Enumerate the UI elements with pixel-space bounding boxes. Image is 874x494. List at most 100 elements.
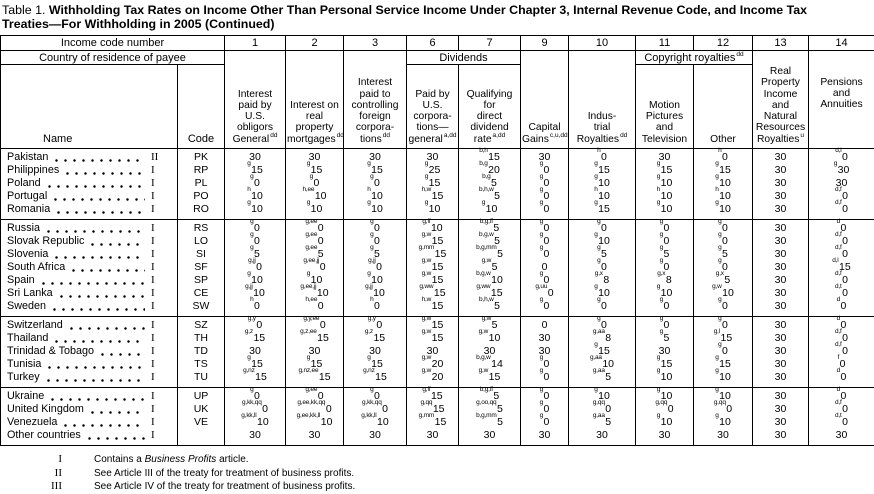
footnote-superscript: g: [250, 386, 253, 393]
copyright-royalties-group-header: Copyright royaltiesdd: [636, 51, 753, 65]
rate-cell: 30: [753, 287, 809, 300]
footnote-superscript: g,jj: [245, 283, 253, 290]
rate-cell: g,w20: [407, 358, 459, 371]
rate-cell: 30: [753, 190, 809, 203]
footnote-superscript: g,z: [365, 328, 373, 335]
footnote-2: II See Article III of the treaty for tre…: [0, 467, 874, 481]
country-code-cell: SW: [178, 300, 225, 317]
rate-cell: g15: [286, 164, 344, 177]
footnote-superscript: g: [594, 173, 597, 180]
rate-cell: 30: [753, 164, 809, 177]
leader-dots: [72, 269, 145, 272]
footnote-superscript: g: [540, 412, 543, 419]
rate-cell: g,ff15: [407, 388, 459, 404]
rate-cell: b,g,w14: [459, 358, 521, 371]
rate-cell: g0: [694, 220, 753, 236]
col-header-interest-general: Interest paid by U.S. obligors Generaldd: [225, 51, 286, 149]
country-name: Turkey: [7, 371, 40, 384]
rate-cell: b,h15: [459, 149, 521, 165]
treaty-roman-numeral: I: [151, 222, 177, 235]
rate-cell: b,h,w5: [459, 190, 521, 203]
rate-cell: g0: [225, 235, 286, 248]
rate-cell: g,ee,kk,ll10: [286, 416, 344, 429]
rate-cell: g0: [694, 317, 753, 333]
footnote-superscript: g: [540, 218, 543, 225]
rate-cell: 30: [753, 177, 809, 190]
footnote-superscript: g,ee,jj: [300, 283, 316, 290]
rate-cell: 30: [809, 429, 874, 446]
footnote-superscript: g,w: [422, 367, 432, 374]
rate-cell: g0: [636, 220, 694, 236]
rate-cell: d,f0: [809, 248, 874, 261]
footnote-superscript: g: [660, 231, 663, 238]
footnote-superscript: d,t: [835, 283, 842, 290]
footnote-superscript: g: [367, 354, 370, 361]
rate-cell: g,x8: [569, 274, 636, 287]
footnote-superscript: h,w: [422, 186, 432, 193]
rate-cell: g10: [694, 371, 753, 388]
treaty-roman-numeral: I: [151, 416, 177, 429]
rate-cell: 30: [521, 332, 569, 345]
col-header-motion-pictures: Motion Pictures and Television: [636, 65, 694, 149]
income-code-number-header: Income code number: [1, 36, 225, 51]
country-name: Other countries: [7, 429, 81, 442]
leader-dots: [48, 185, 145, 188]
col-header-interest-mortgages: Interest on real property mortgagesdd: [286, 51, 344, 149]
rate-cell: g,w15: [407, 332, 459, 345]
country-name: Sweden: [7, 300, 46, 313]
col-number-2: 2: [286, 36, 344, 51]
footnote-superscript: g,w: [479, 328, 489, 335]
country-name: Portugal: [7, 190, 47, 203]
footnote-superscript: g,mm: [419, 412, 434, 419]
rate-cell: 30: [753, 261, 809, 274]
country-code-cell: PL: [178, 177, 225, 190]
rate-cell: 30: [753, 345, 809, 358]
treaty-roman-numeral: I: [151, 300, 177, 313]
footnote-superscript: d: [837, 367, 840, 374]
footnote-superscript: g: [594, 199, 597, 206]
rate-cell: g15: [569, 164, 636, 177]
rate-cell: g,ee,jj0: [286, 261, 344, 274]
footnote-superscript: g: [540, 270, 543, 277]
footnote-superscript: d: [837, 296, 840, 303]
footnote-superscript: g: [718, 231, 721, 238]
leader-dots: [54, 198, 145, 201]
footnote-superscript: g: [660, 315, 663, 322]
col-number-1: 1: [225, 36, 286, 51]
rate-cell: 30: [636, 149, 694, 165]
rate-cell: 30: [344, 345, 407, 358]
rate-cell: h,w15: [407, 190, 459, 203]
leader-dots: [60, 295, 145, 298]
rate-cell: g15: [636, 164, 694, 177]
footnote-superscript: h: [250, 296, 253, 303]
rate-cell: h0: [569, 149, 636, 165]
footnote-superscript: g: [657, 173, 660, 180]
footnote-superscript: b,g,w: [476, 270, 491, 277]
rate-cell: 30: [407, 429, 459, 446]
footnote-superscript: g: [540, 244, 543, 251]
rate-cell: g15: [636, 358, 694, 371]
rate-cell: 30: [521, 429, 569, 446]
footnote-superscript: g: [540, 231, 543, 238]
footnote-superscript: g,y: [248, 315, 256, 322]
rate-cell: h10: [636, 190, 694, 203]
rate-cell: 30: [636, 429, 694, 446]
footnote-superscript: b,h,w: [479, 296, 494, 303]
rate-cell: g,uu0: [521, 287, 569, 300]
rate-cell: g0: [521, 416, 569, 429]
footnote-superscript: g: [718, 244, 721, 251]
footnote-3: III See Article IV of the treaty for tre…: [0, 480, 874, 494]
rate-cell: g0: [569, 220, 636, 236]
rate-cell: g15: [344, 358, 407, 371]
rate-cell: g,jj10: [344, 287, 407, 300]
footnote-superscript: g,mm: [419, 244, 434, 251]
footnote-superscript: g,aa: [590, 354, 602, 361]
treaty-roman-numeral: I: [151, 287, 177, 300]
